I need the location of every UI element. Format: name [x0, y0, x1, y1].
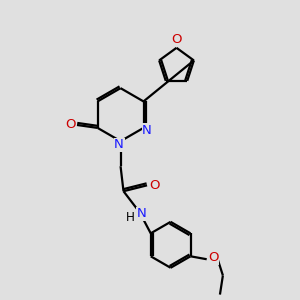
Text: N: N — [142, 124, 152, 137]
Text: N: N — [114, 138, 124, 151]
Text: O: O — [149, 179, 160, 192]
Text: N: N — [136, 207, 146, 220]
Text: O: O — [171, 33, 182, 46]
Text: H: H — [126, 211, 135, 224]
Text: O: O — [65, 118, 76, 131]
Text: O: O — [208, 251, 218, 264]
